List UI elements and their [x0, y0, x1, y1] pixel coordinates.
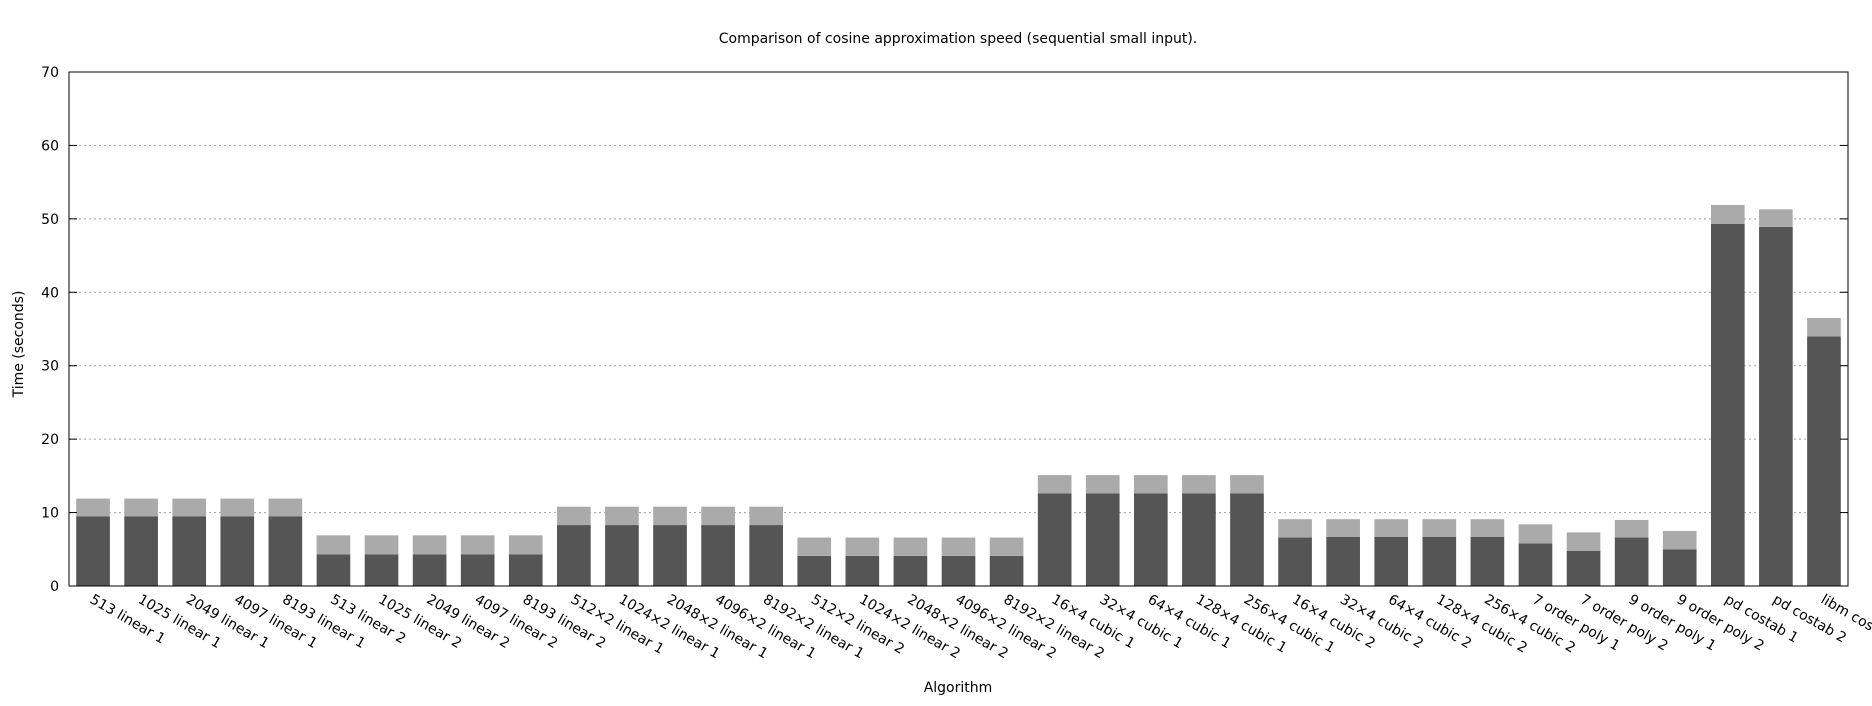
bar-segment-upper [1374, 519, 1409, 537]
bar-segment-upper [1182, 475, 1216, 494]
bar-segment-lower [364, 554, 399, 586]
bar-segment-upper [124, 498, 158, 517]
bar-segment-lower [893, 555, 928, 586]
bar-segment-upper [508, 535, 543, 555]
bar-segment-upper [1662, 530, 1697, 550]
y-tick-label: 60 [41, 138, 59, 154]
bar-segment-upper [605, 506, 639, 526]
bar-segment-lower [653, 525, 687, 586]
bar-segment-lower [172, 516, 207, 586]
bar-segment-lower [412, 554, 447, 586]
bar-segment-upper [460, 535, 495, 555]
bar-segment-upper [749, 506, 784, 526]
bar-segment-lower [1133, 493, 1168, 586]
bar-segment-lower [749, 525, 784, 586]
bar-segment-upper [220, 498, 255, 517]
bar-segment-lower [1614, 537, 1649, 586]
y-tick-label: 0 [50, 579, 59, 595]
y-ticks: 0 10 20 30 40 50 60 70 [41, 65, 1848, 595]
bar-segment-lower [1662, 549, 1697, 586]
bar-segment-upper [1614, 519, 1649, 538]
bar-segment-lower [1470, 536, 1505, 586]
bar-segment-upper [76, 498, 110, 517]
bar-segment-upper [1759, 209, 1793, 227]
bar-segment-upper [1422, 519, 1457, 537]
bar-segment-lower [1518, 543, 1553, 586]
bar-segment-upper [653, 506, 687, 526]
bar-segment-upper [989, 537, 1024, 556]
bar-segment-lower [605, 525, 639, 586]
bar-segment-lower [508, 554, 543, 586]
bar-segment-lower [1278, 537, 1312, 586]
bar-segment-upper [1133, 475, 1168, 494]
bar-segment-upper [1037, 475, 1072, 494]
bar-segment-lower [220, 516, 255, 586]
bar-segment-lower [1422, 536, 1457, 586]
bar-segment-upper [268, 498, 303, 517]
plot-frame [68, 71, 1849, 587]
bar-segment-upper [893, 537, 928, 556]
bar-segment-upper [1470, 519, 1505, 537]
bar-segment-lower [1566, 550, 1601, 586]
bar-segment-lower [1230, 493, 1264, 586]
grid-lines [69, 144, 1848, 514]
bar-segment-lower [1182, 493, 1216, 586]
bar-segment-lower [941, 555, 976, 586]
y-axis-label: Time (seconds) [11, 291, 27, 399]
bars [76, 204, 1841, 587]
bar-segment-lower [1710, 223, 1745, 587]
bar-segment-lower [460, 554, 495, 586]
bar-segment-upper [1085, 475, 1120, 494]
bar-segment-upper [1566, 532, 1601, 551]
y-tick-label: 50 [41, 212, 59, 228]
bar-segment-lower [1037, 493, 1072, 586]
bar-segment-upper [172, 498, 207, 517]
bar-segment-upper [557, 506, 591, 526]
bar-segment-upper [845, 537, 880, 556]
bar-segment-lower [76, 516, 110, 586]
bar-segment-upper [797, 537, 832, 556]
y-tick-label: 10 [41, 506, 59, 522]
bar-segment-lower [124, 516, 158, 586]
bar-segment-upper [1710, 204, 1745, 224]
bar-segment-upper [941, 537, 976, 556]
bar-segment-lower [1374, 536, 1409, 586]
bar-segment-lower [557, 525, 591, 586]
bar-segment-lower [316, 554, 351, 586]
bar-segment-lower [989, 555, 1024, 586]
bar-segment-lower [701, 525, 735, 586]
bar-segment-upper [1326, 519, 1360, 537]
bar-segment-upper [1518, 524, 1553, 544]
bar-segment-lower [1807, 336, 1841, 586]
bar-segment-lower [1759, 226, 1793, 587]
x-axis-label: Algorithm [924, 680, 993, 696]
chart-title: Comparison of cosine approximation speed… [719, 31, 1198, 47]
bar-segment-lower [845, 555, 880, 586]
bar-segment-lower [1326, 536, 1360, 586]
bar-segment-upper [701, 506, 735, 526]
bar-segment-lower [797, 555, 832, 586]
bar-segment-lower [1085, 493, 1120, 586]
y-tick-label: 40 [41, 285, 59, 301]
y-tick-label: 70 [41, 65, 59, 81]
bar-segment-lower [268, 516, 303, 586]
bar-segment-upper [364, 535, 399, 555]
bar-segment-upper [412, 535, 447, 555]
y-tick-label: 30 [41, 359, 59, 375]
bar-segment-upper [316, 535, 351, 555]
bar-segment-upper [1278, 519, 1312, 538]
y-tick-label: 20 [41, 432, 59, 448]
bar-segment-upper [1807, 317, 1841, 337]
bar-segment-upper [1230, 475, 1264, 494]
